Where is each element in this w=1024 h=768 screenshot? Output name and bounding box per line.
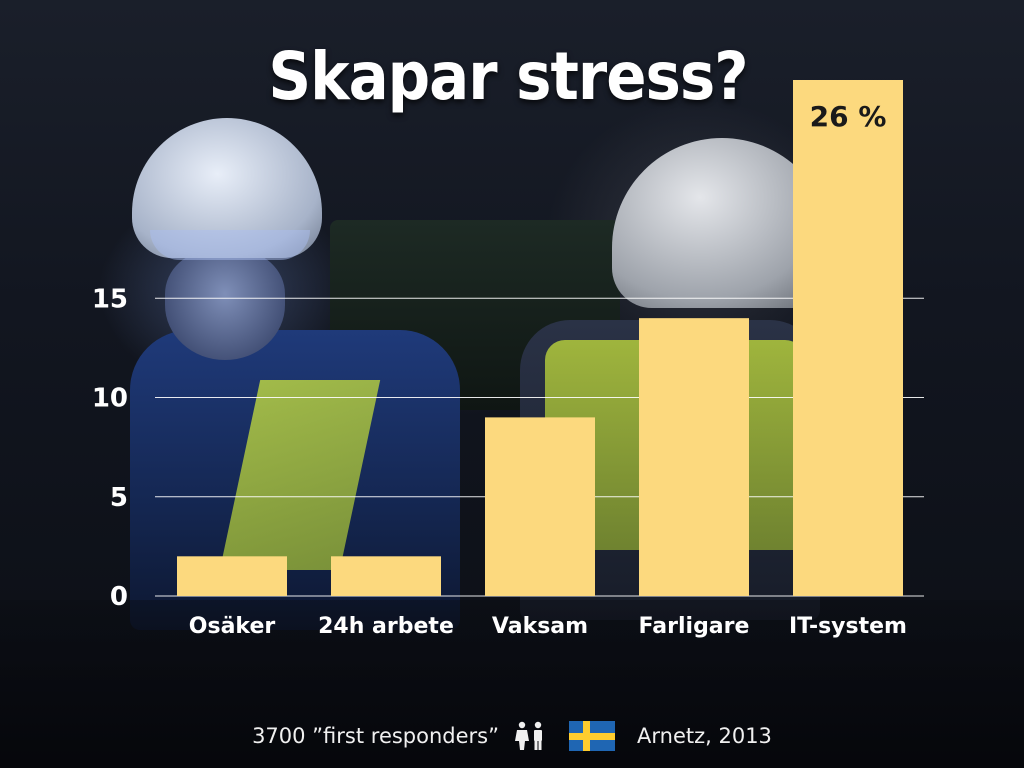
bar-data-label-4: 26 % — [810, 100, 887, 133]
lower-shadow — [0, 600, 1024, 768]
y-tick-label-10: 10 — [92, 384, 128, 414]
source-text: Arnetz, 2013 — [637, 724, 772, 748]
bar-2 — [485, 417, 595, 596]
bar-4 — [793, 80, 903, 596]
x-category-label-3: Farligare — [639, 614, 750, 639]
chart-footer: 3700 ”first responders” Arnetz, 2013 — [0, 712, 1024, 760]
officer-left-face — [165, 250, 285, 360]
sweden-flag-icon — [569, 721, 615, 751]
officer-left-visor — [150, 230, 310, 260]
bar-3 — [639, 318, 749, 596]
x-category-label-1: 24h arbete — [318, 614, 454, 639]
man-woman-icon — [513, 721, 547, 751]
bar-1 — [331, 556, 441, 596]
y-tick-label-15: 15 — [92, 284, 128, 314]
y-tick-label-0: 0 — [110, 582, 128, 612]
chart-title: Skapar stress? — [268, 38, 748, 115]
x-category-label-4: IT-system — [789, 614, 907, 639]
bar-0 — [177, 556, 287, 596]
respondents-text: 3700 ”first responders” — [252, 724, 499, 748]
x-category-label-2: Vaksam — [492, 614, 588, 639]
x-category-label-0: Osäker — [189, 614, 276, 639]
y-tick-label-5: 5 — [110, 483, 128, 513]
